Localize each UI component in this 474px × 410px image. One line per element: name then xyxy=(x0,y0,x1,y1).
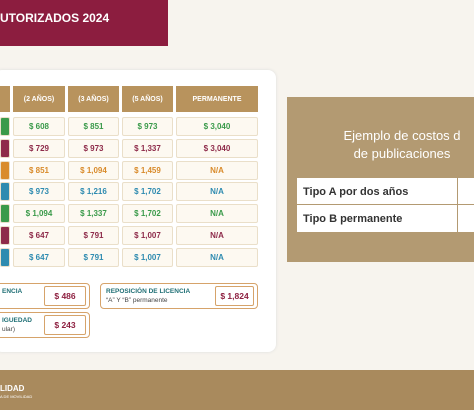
row-label: Tipo A por dos años xyxy=(303,186,409,198)
header-cell: (3 AÑOS) xyxy=(68,86,119,112)
price-cell: $ 729 xyxy=(13,138,65,158)
price-cell: N/A xyxy=(176,204,258,224)
footer-sublogo: A DE MOVILIDAD xyxy=(0,394,33,399)
row-label: Tipo B permanente xyxy=(303,213,403,225)
extra-box xyxy=(0,283,90,309)
example-title: Ejemplo de costos d de publicaciones xyxy=(287,127,474,163)
title-line: de publicaciones xyxy=(353,146,451,161)
footer: LIDAD A DE MOVILIDAD xyxy=(0,370,474,410)
row-tag xyxy=(0,117,10,136)
header-cell: PERMANENTE xyxy=(176,86,258,112)
price-cell: $ 1,094 xyxy=(13,204,65,224)
price-cell: $ 647 xyxy=(13,247,65,267)
row-tag xyxy=(0,204,10,224)
header-cell xyxy=(0,86,10,112)
example-row: Tipo B permanente xyxy=(297,205,474,232)
extra-price: $ 486 xyxy=(44,286,86,306)
price-cell: N/A xyxy=(176,247,258,267)
extra-label: ENCIA xyxy=(2,288,23,295)
price-cell: $ 3,040 xyxy=(176,117,258,136)
header-cell: (2 AÑOS) xyxy=(13,86,65,112)
price-cell: $ 973 xyxy=(122,117,173,136)
extra-price: $ 243 xyxy=(44,315,86,335)
footer-logo: LIDAD xyxy=(0,384,25,393)
extra-label: IGUEDAD xyxy=(2,317,32,324)
extra-sublabel: ular) xyxy=(2,326,16,333)
banner-title: UTORIZADOS 2024 xyxy=(0,11,110,25)
price-cell: $ 1,007 xyxy=(122,247,173,267)
example-panel: Ejemplo de costos d de publicaciones Tipo… xyxy=(287,97,474,262)
row-tag xyxy=(0,182,10,202)
title-line: Ejemplo de costos d xyxy=(343,128,461,143)
example-row: Tipo A por dos años xyxy=(297,178,474,205)
banner: UTORIZADOS 2024 xyxy=(0,0,168,46)
price-cell: N/A xyxy=(176,182,258,202)
price-cell: N/A xyxy=(176,160,258,180)
price-cell: $ 647 xyxy=(13,226,65,245)
price-cell: $ 973 xyxy=(13,182,65,202)
row-tag xyxy=(0,226,10,245)
price-cell: $ 1,094 xyxy=(68,160,119,180)
price-cell: $ 1,459 xyxy=(122,160,173,180)
price-cell: $ 851 xyxy=(13,160,65,180)
extra-box xyxy=(100,283,258,309)
extra-label: REPOSICIÓN DE LICENCIA xyxy=(106,288,191,295)
price-cell: $ 608 xyxy=(13,117,65,136)
price-cell: $ 1,216 xyxy=(68,182,119,202)
header-cell: (5 AÑOS) xyxy=(122,86,173,112)
row-tag xyxy=(0,247,10,267)
example-table: Tipo A por dos años Tipo B permanente xyxy=(297,178,474,232)
price-cell: $ 791 xyxy=(68,247,119,267)
column-divider xyxy=(457,178,458,232)
row-tag xyxy=(0,138,10,158)
price-cell: N/A xyxy=(176,226,258,245)
price-cell: $ 3,040 xyxy=(176,138,258,158)
price-cell: $ 1,702 xyxy=(122,204,173,224)
price-cell: $ 973 xyxy=(68,138,119,158)
price-cell: $ 791 xyxy=(68,226,119,245)
extra-box xyxy=(0,312,90,338)
price-cell: $ 1,702 xyxy=(122,182,173,202)
row-tag xyxy=(0,160,10,180)
extra-price: $ 1,824 xyxy=(215,286,254,306)
price-cell: $ 1,337 xyxy=(68,204,119,224)
price-cell: $ 1,337 xyxy=(122,138,173,158)
extra-sublabel: “A” Y “B” permanente xyxy=(106,297,168,304)
price-cell: $ 1,007 xyxy=(122,226,173,245)
price-cell: $ 851 xyxy=(68,117,119,136)
